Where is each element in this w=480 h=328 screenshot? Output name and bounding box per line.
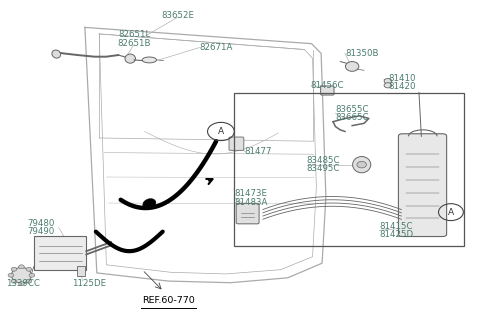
Circle shape (26, 279, 32, 283)
Text: 83495C: 83495C (307, 164, 340, 173)
Circle shape (11, 267, 17, 271)
Text: 81473E: 81473E (234, 190, 267, 198)
Circle shape (19, 282, 24, 286)
Bar (234, 93, 464, 246)
Text: 82671A: 82671A (199, 43, 233, 52)
Text: 1125DE: 1125DE (72, 279, 106, 288)
FancyBboxPatch shape (229, 137, 244, 150)
FancyBboxPatch shape (321, 86, 334, 95)
Circle shape (357, 161, 366, 168)
Text: 82651L: 82651L (118, 30, 150, 39)
Ellipse shape (12, 267, 32, 283)
Bar (34, 236, 86, 270)
Circle shape (8, 273, 14, 277)
Text: 82651B: 82651B (117, 38, 151, 48)
Ellipse shape (52, 50, 60, 58)
Circle shape (384, 78, 392, 84)
Text: 81456C: 81456C (311, 81, 344, 90)
FancyBboxPatch shape (398, 134, 446, 236)
Ellipse shape (125, 54, 135, 63)
Circle shape (384, 83, 392, 88)
Text: 81483A: 81483A (234, 197, 268, 207)
Text: 81420: 81420 (388, 82, 415, 92)
Ellipse shape (143, 199, 156, 209)
Text: 79480: 79480 (28, 219, 55, 228)
Text: 83485C: 83485C (307, 156, 340, 165)
Text: 83655C: 83655C (336, 105, 369, 114)
Text: 81350B: 81350B (345, 49, 379, 58)
Text: 81425D: 81425D (379, 230, 413, 239)
Text: A: A (218, 127, 224, 136)
Text: 1339CC: 1339CC (6, 279, 40, 288)
Text: 83665C: 83665C (336, 113, 369, 122)
Ellipse shape (346, 62, 359, 71)
Circle shape (11, 279, 17, 283)
Text: 79490: 79490 (28, 227, 55, 236)
Ellipse shape (142, 57, 156, 63)
Ellipse shape (353, 156, 371, 173)
Circle shape (26, 267, 32, 271)
Bar (77, 266, 85, 276)
Text: REF.60-770: REF.60-770 (142, 296, 195, 305)
Circle shape (19, 265, 24, 269)
Circle shape (29, 273, 35, 277)
Text: A: A (448, 208, 454, 216)
FancyBboxPatch shape (236, 203, 259, 224)
Text: 81415C: 81415C (379, 222, 413, 231)
Text: 83652E: 83652E (161, 10, 194, 20)
Text: 81477: 81477 (245, 147, 272, 156)
Text: 81410: 81410 (388, 74, 415, 83)
